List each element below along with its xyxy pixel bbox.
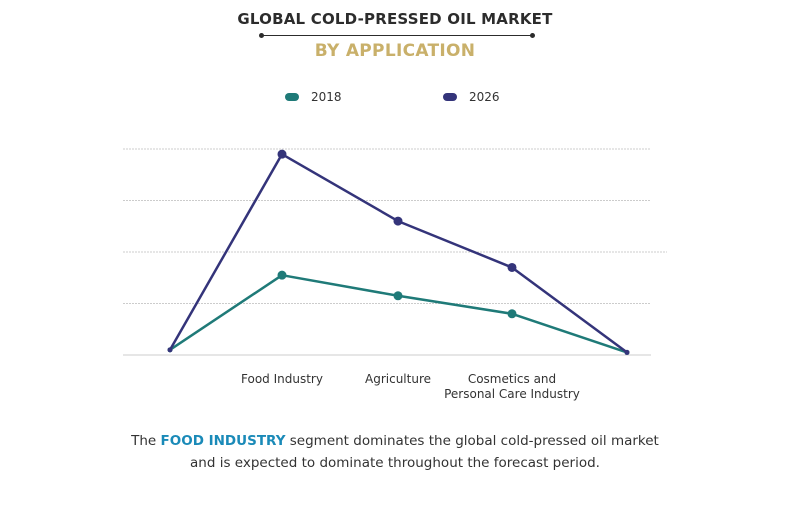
x-tick-label: Agriculture	[365, 372, 431, 386]
legend-label-2026: 2026	[469, 90, 500, 104]
x-tick-label-line: Agriculture	[365, 372, 431, 386]
caption-highlight: FOOD INDUSTRY	[160, 433, 286, 449]
legend-item-2018: 2018	[285, 90, 342, 104]
legend-swatch-2026	[443, 93, 457, 101]
data-point-2026	[393, 216, 403, 226]
legend-label-2018: 2018	[311, 90, 342, 104]
caption-line1-rest: segment dominates the global cold-presse…	[285, 433, 659, 449]
legend-swatch-2018	[285, 93, 299, 101]
data-point-2026	[507, 262, 517, 272]
x-tick-label-line: Personal Care Industry	[444, 387, 580, 401]
data-point-2026	[167, 347, 173, 353]
data-point-2018	[277, 270, 287, 280]
title-divider	[259, 32, 535, 38]
data-point-2018	[393, 291, 403, 301]
legend-item-2026: 2026	[443, 90, 500, 104]
caption-prefix: The	[131, 433, 161, 449]
line-chart: Food Industry Agriculture Cosmetics and Per…	[123, 148, 667, 401]
data-point-2026	[277, 149, 287, 159]
series-line-2018	[169, 273, 628, 354]
data-point-2026	[624, 349, 630, 355]
caption-line-2: and is expected to dominate throughout t…	[190, 455, 600, 471]
series-line-2026	[168, 152, 628, 354]
chart-caption: The FOOD INDUSTRY segment dominates the …	[0, 430, 790, 474]
chart-title: GLOBAL COLD-PRESSED OIL MARKET	[237, 10, 553, 28]
data-point-2018	[507, 309, 517, 319]
chart-subtitle: BY APPLICATION	[314, 41, 476, 61]
x-tick-label: Food Industry	[241, 372, 323, 386]
x-tick-label-line: Food Industry	[241, 372, 323, 386]
caption-line-1: The FOOD INDUSTRY segment dominates the …	[0, 430, 790, 452]
x-tick-label-line: Cosmetics and	[468, 372, 556, 386]
x-tick-label: Cosmetics and Personal Care Industry	[444, 372, 580, 401]
